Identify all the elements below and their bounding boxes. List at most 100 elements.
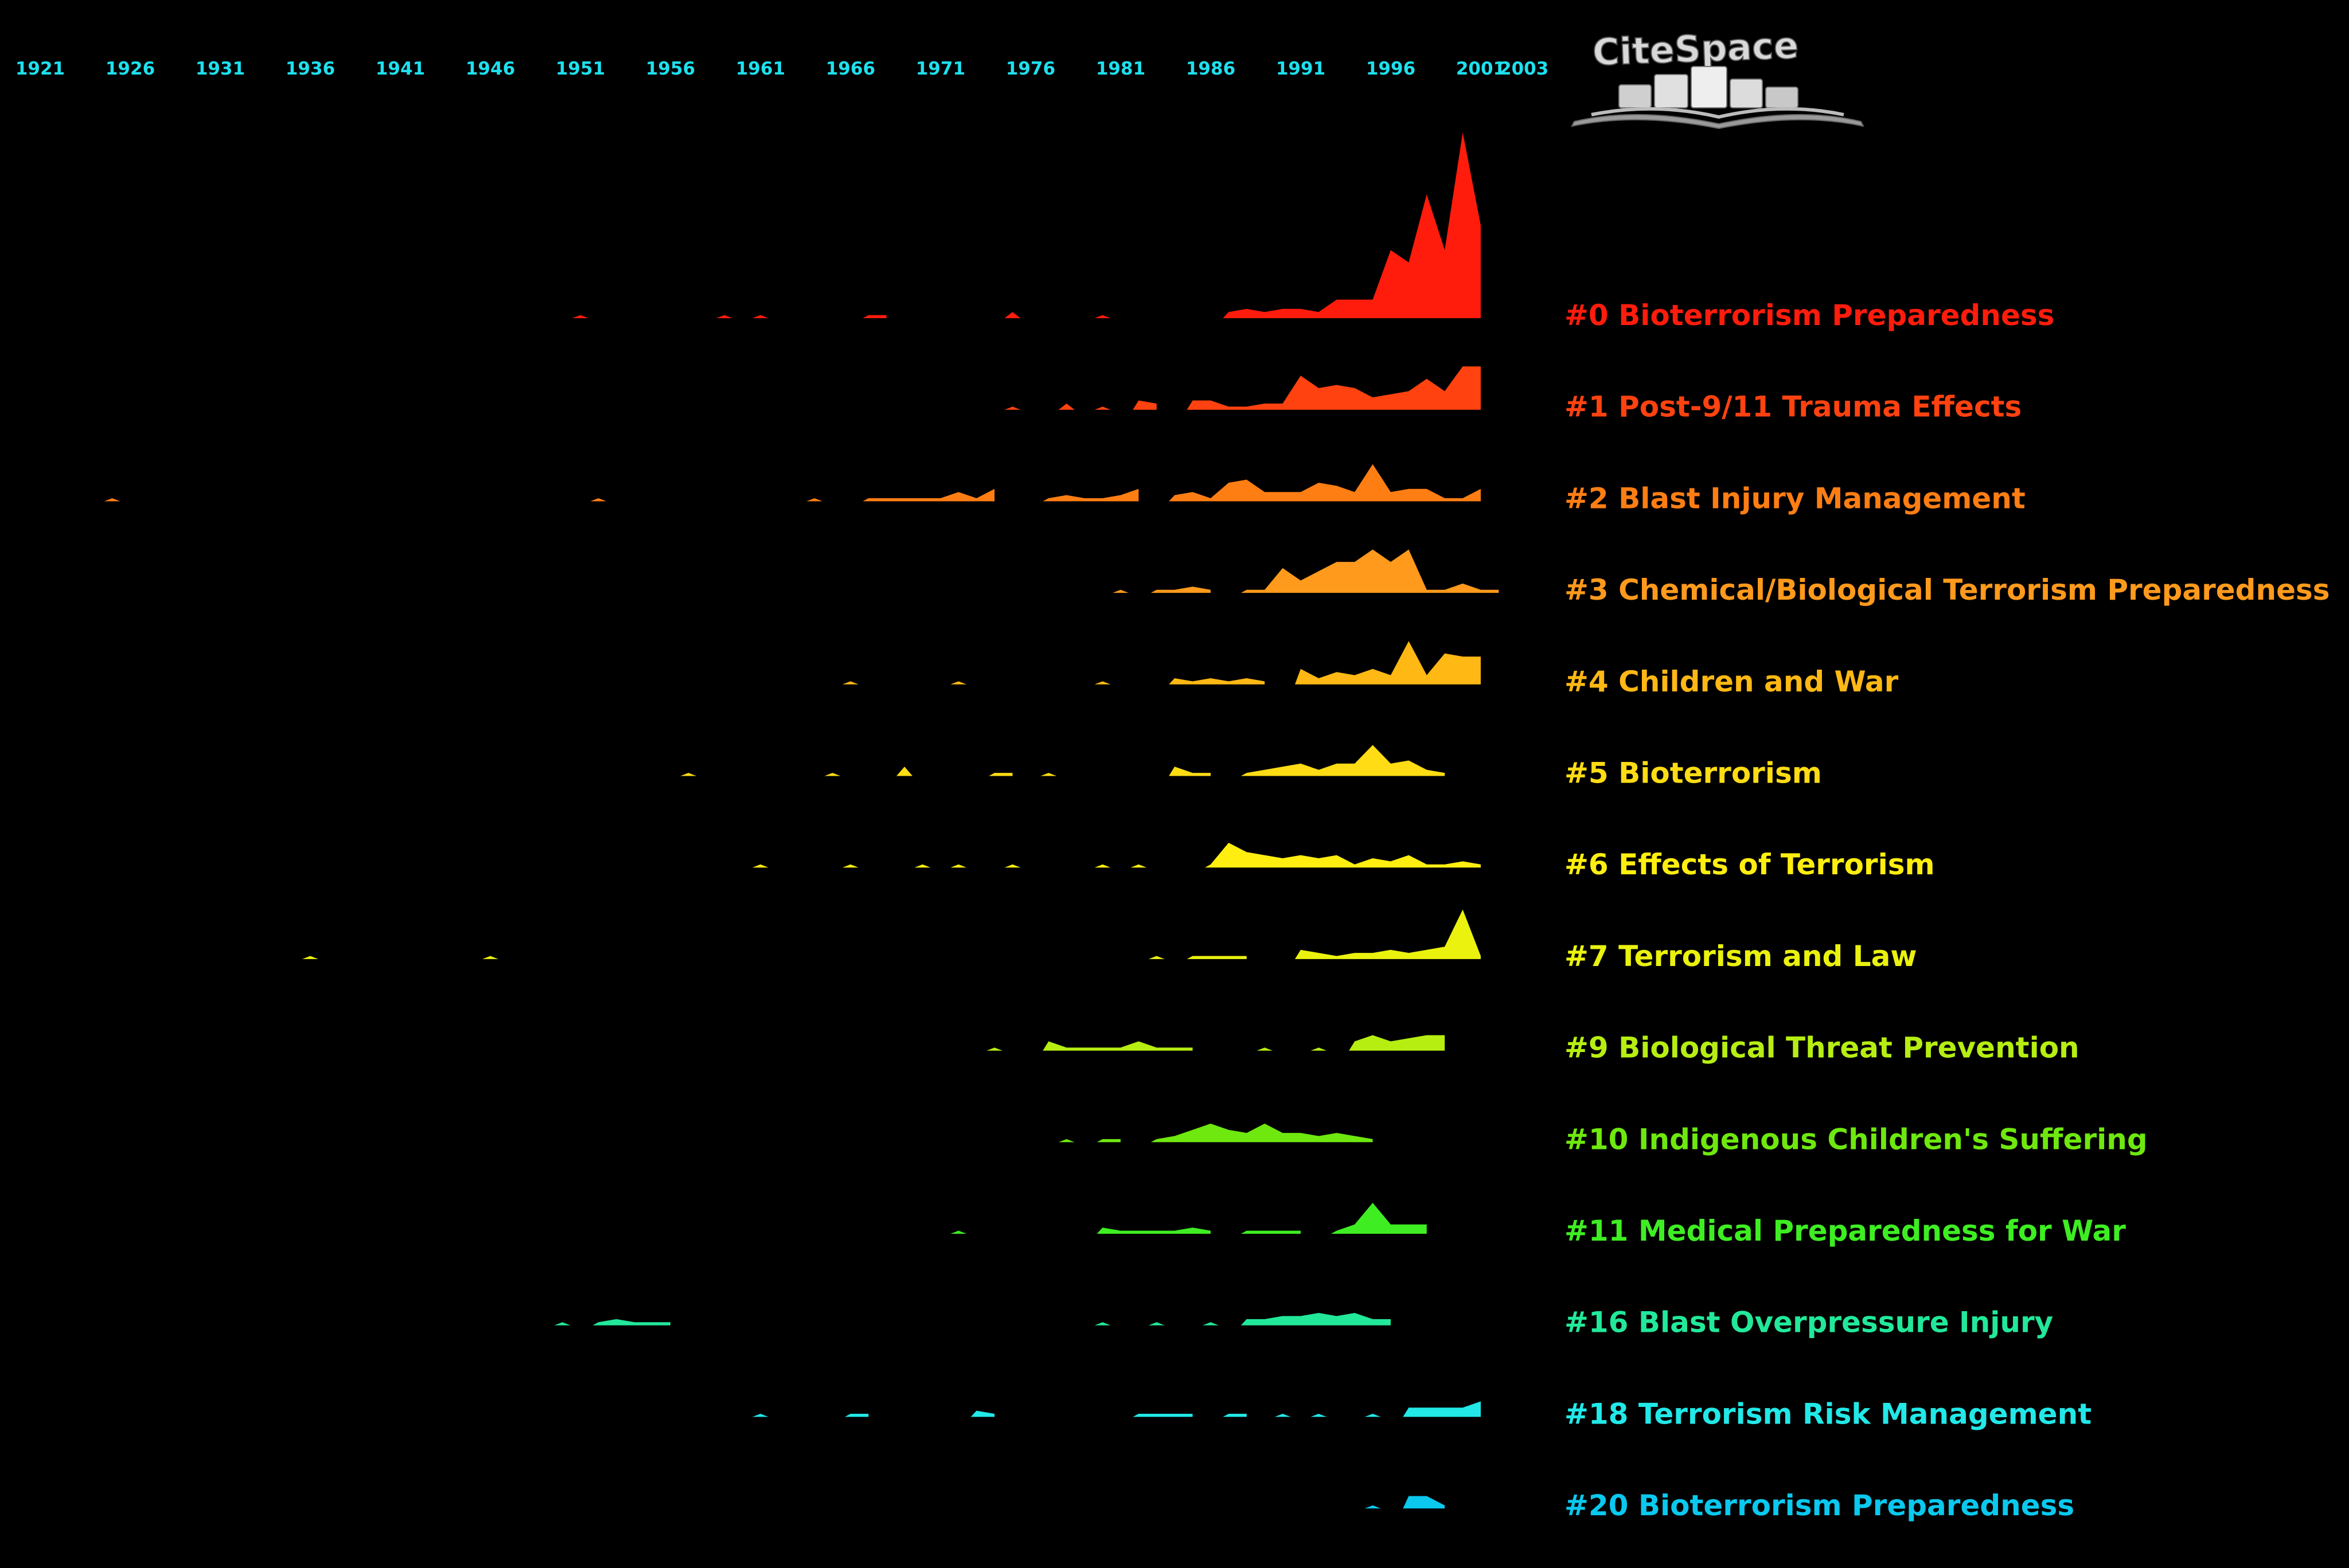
- cluster-label-0[interactable]: #0 Bioterrorism Preparedness: [1564, 299, 2054, 332]
- cluster-area-6[interactable]: [752, 843, 1481, 868]
- cluster-area-segment: [1113, 589, 1129, 593]
- cluster-area-segment: [1148, 1322, 1165, 1325]
- cluster-area-segment: [986, 1047, 1003, 1051]
- cluster-area-segment: [1240, 745, 1445, 776]
- cluster-area-segment: [1150, 1123, 1373, 1143]
- cluster-area-3[interactable]: [1113, 549, 1499, 593]
- cluster-area-segment: [1169, 464, 1481, 502]
- cluster-area-segment: [1203, 1322, 1219, 1325]
- cluster-area-segment: [1310, 1414, 1327, 1417]
- cluster-area-segment: [1257, 1047, 1273, 1051]
- cluster-area-segment: [752, 864, 768, 868]
- cluster-areas: [104, 132, 1499, 1509]
- cluster-label-1[interactable]: #1 Post-9/11 Trauma Effects: [1564, 390, 2022, 424]
- cluster-area-segment: [1205, 843, 1481, 868]
- cluster-label-11[interactable]: #16 Blast Overpressure Injury: [1564, 1306, 2053, 1339]
- cluster-area-4[interactable]: [842, 641, 1481, 685]
- cluster-area-segment: [842, 864, 859, 868]
- cluster-area-segment: [1094, 315, 1111, 318]
- cluster-area-segment: [1169, 767, 1211, 776]
- cluster-label-4[interactable]: #4 Children and War: [1564, 665, 1899, 698]
- cluster-area-segment: [1040, 773, 1057, 776]
- cluster-area-segment: [1043, 488, 1139, 502]
- cluster-labels: #0 Bioterrorism Preparedness #1 Post-9/11…: [1564, 299, 2330, 1522]
- cluster-area-7[interactable]: [302, 909, 1481, 959]
- cluster-area-11[interactable]: [554, 1313, 1391, 1325]
- cluster-area-segment: [752, 1414, 768, 1417]
- cluster-area-segment: [1130, 864, 1147, 868]
- cluster-area-segment: [104, 498, 120, 502]
- cluster-area-13[interactable]: [1364, 1496, 1445, 1509]
- cluster-area-9[interactable]: [1058, 1123, 1373, 1143]
- cluster-area-segment: [572, 315, 588, 318]
- logo-book-icon: [1571, 66, 1864, 130]
- cluster-area-segment: [950, 864, 967, 868]
- cluster-area-1[interactable]: [1004, 366, 1481, 410]
- cluster-area-12[interactable]: [752, 1401, 1481, 1417]
- cluster-area-segment: [1094, 406, 1111, 410]
- cluster-label-5[interactable]: #5 Bioterrorism: [1564, 757, 1822, 790]
- citespace-logo: CiteSpace: [1571, 24, 1864, 130]
- cluster-area-segment: [1058, 1139, 1075, 1143]
- cluster-area-segment: [1403, 1496, 1445, 1509]
- cluster-area-segment: [1094, 1322, 1111, 1325]
- cluster-area-segment: [1223, 1414, 1247, 1417]
- cluster-area-segment: [1169, 678, 1265, 685]
- cluster-area-segment: [716, 315, 733, 318]
- year-tick-1921: 1921: [15, 58, 65, 79]
- cluster-area-0[interactable]: [572, 132, 1481, 318]
- cluster-area-segment: [1097, 1227, 1211, 1234]
- cluster-label-6[interactable]: #6 Effects of Terrorism: [1564, 848, 1935, 881]
- cluster-label-7[interactable]: #7 Terrorism and Law: [1564, 940, 1917, 973]
- cluster-area-segment: [896, 767, 913, 776]
- year-tick-1996: 1996: [1366, 58, 1415, 79]
- cluster-area-2[interactable]: [104, 464, 1481, 502]
- year-tick-1971: 1971: [916, 58, 965, 79]
- year-tick-1936: 1936: [286, 58, 335, 79]
- cluster-area-segment: [1364, 1414, 1381, 1417]
- cluster-label-8[interactable]: #9 Biological Threat Prevention: [1564, 1031, 2079, 1065]
- cluster-area-segment: [1058, 403, 1075, 410]
- cluster-area-10[interactable]: [950, 1203, 1427, 1234]
- cluster-area-segment: [1148, 956, 1165, 959]
- cluster-label-2[interactable]: #2 Blast Injury Management: [1564, 482, 2026, 515]
- cluster-area-segment: [1223, 132, 1481, 318]
- cluster-area-segment: [592, 1319, 670, 1325]
- cluster-area-5[interactable]: [680, 745, 1445, 776]
- year-tick-1941: 1941: [376, 58, 425, 79]
- cluster-area-segment: [1133, 1414, 1193, 1417]
- cluster-area-segment: [752, 315, 768, 318]
- cluster-area-segment: [1133, 400, 1157, 410]
- cluster-area-segment: [950, 1230, 967, 1234]
- cluster-area-segment: [1094, 864, 1111, 868]
- cluster-label-3[interactable]: #3 Chemical/Biological Terrorism Prepare…: [1564, 573, 2330, 607]
- cluster-label-9[interactable]: #10 Indigenous Children's Suffering: [1564, 1123, 2148, 1156]
- cluster-area-segment: [1295, 909, 1481, 959]
- cluster-area-segment: [1004, 406, 1021, 410]
- cluster-area-segment: [845, 1414, 869, 1417]
- cluster-area-segment: [1295, 641, 1481, 685]
- cluster-area-8[interactable]: [986, 1035, 1445, 1051]
- year-tick-1991: 1991: [1276, 58, 1325, 79]
- cluster-area-segment: [590, 498, 607, 502]
- year-tick-1931: 1931: [196, 58, 245, 79]
- cluster-area-segment: [970, 1410, 995, 1417]
- cluster-area-segment: [1004, 312, 1021, 318]
- year-tick-1966: 1966: [826, 58, 875, 79]
- cluster-area-segment: [1240, 1313, 1391, 1325]
- cluster-area-segment: [1097, 1139, 1121, 1143]
- cluster-label-12[interactable]: #18 Terrorism Risk Management: [1564, 1397, 2092, 1430]
- year-tick-1956: 1956: [646, 58, 695, 79]
- cluster-area-segment: [482, 956, 498, 959]
- cluster-area-segment: [1364, 1505, 1381, 1509]
- cluster-area-segment: [1310, 1047, 1327, 1051]
- cluster-area-segment: [1150, 586, 1211, 593]
- year-tick-1951: 1951: [556, 58, 605, 79]
- cluster-label-13[interactable]: #20 Bioterrorism Preparedness: [1564, 1489, 2074, 1522]
- year-tick-1981: 1981: [1096, 58, 1145, 79]
- cluster-area-segment: [302, 956, 318, 959]
- cluster-label-10[interactable]: #11 Medical Preparedness for War: [1564, 1214, 2126, 1248]
- cluster-area-segment: [863, 315, 887, 318]
